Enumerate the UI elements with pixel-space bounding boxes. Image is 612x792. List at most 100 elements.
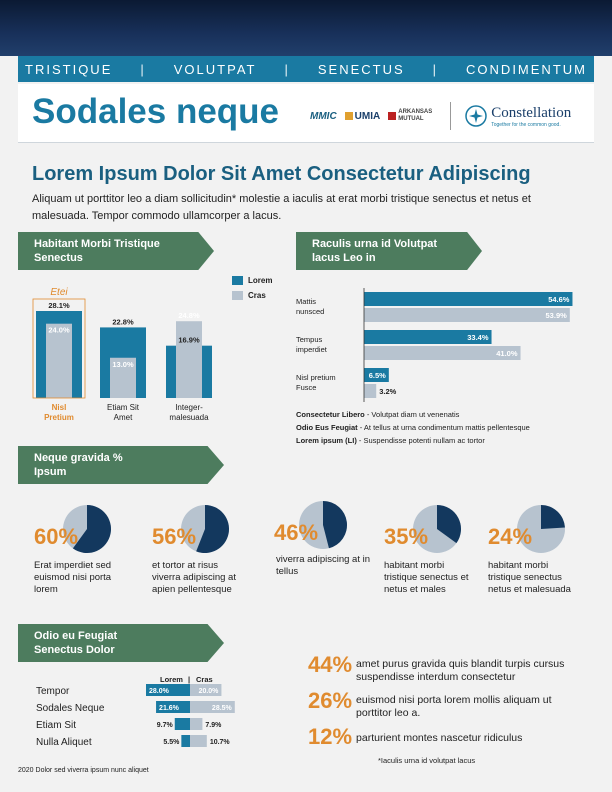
hbar-cras <box>364 308 570 322</box>
stat-text: amet purus gravida quis blandit turpis c… <box>356 658 565 683</box>
stat-item: 44% amet purus gravida quis blandit turp… <box>308 652 588 684</box>
stat-item: 26% euismod nisi porta lorem mollis aliq… <box>308 688 588 720</box>
pie-chart <box>299 501 347 549</box>
diverging-bar-chart: 28.0% 20.0% Tempor 21.6% 28.5% Sodales Neque 9… <box>36 684 235 748</box>
dbar-label-cras: 7.9% <box>205 722 222 729</box>
legend-swatch-lorem <box>232 276 243 285</box>
dbar-cras <box>190 718 203 730</box>
pie-slice <box>437 505 461 544</box>
legend-swatch-cras <box>232 291 243 300</box>
header-banner <box>0 0 612 56</box>
pie-percent: 56% <box>152 524 197 549</box>
dbar-label-lorem: 5.5% <box>163 739 180 746</box>
pie-slice <box>196 505 229 553</box>
nav-separator: | <box>432 61 439 77</box>
nav-item-1[interactable]: TRISTIQUE <box>25 61 113 77</box>
hbar-label-lorem: 6.5% <box>369 371 386 380</box>
hbar-label-cras: 53.9% <box>546 311 568 320</box>
page-footer: 2020 Dolor sed viverra ipsum nunc alique… <box>18 767 149 774</box>
pie-percent: 46% <box>274 520 319 545</box>
arkansas-mark-icon <box>388 112 397 120</box>
section2-ribbon: Raculis urna id Volutpat lacus Leo in <box>296 232 482 270</box>
stat-item: 12% parturient montes nascetur ridiculus <box>308 724 588 750</box>
constellation-star-icon <box>465 105 487 127</box>
mmic-logo: MMIC <box>310 110 337 122</box>
hbar-label-lorem: 33.4% <box>467 333 489 342</box>
pie-description: habitant morbi tristique senectus netus … <box>488 560 571 595</box>
stat-number: 12% <box>308 724 353 749</box>
dbar-label-cras: 28.5% <box>212 705 233 712</box>
bar-label-lorem: 16.9% <box>178 336 200 345</box>
hbar-cras <box>364 346 521 360</box>
section1-ribbon: Habitant Morbi Tristique Senectus <box>18 232 214 270</box>
top-nav: TRISTIQUE | VOLUTPAT | SENECTUS | CONDIM… <box>18 56 594 82</box>
dbar-label-lorem: 9.7% <box>157 722 174 729</box>
category-label: Integer- <box>175 403 203 412</box>
nav-item-4[interactable]: CONDIMENTUM <box>466 61 587 77</box>
hbar-category: Nisl pretium <box>296 373 336 382</box>
bar-label-cras: 24.8% <box>178 311 200 320</box>
category-label: Amet <box>114 413 133 422</box>
pie-description: habitant morbi tristique senectus et net… <box>384 560 469 595</box>
section3-ribbon: Neque gravida % Ipsum <box>18 446 224 484</box>
dbar-cras <box>190 701 235 713</box>
legend-label: Cras <box>248 291 266 300</box>
pie-chart <box>413 505 461 553</box>
bar-label-lorem: 28.1% <box>48 301 70 310</box>
page-title: Sodales neque <box>32 92 280 131</box>
dbar-label-cras: 10.7% <box>210 739 231 746</box>
headline: Lorem Ipsum Dolor Sit Amet Consectetur A… <box>32 163 531 185</box>
pie-percent: 35% <box>384 524 429 549</box>
dbar-label-lorem: 21.6% <box>159 705 180 712</box>
pie-description: viverra adipiscing at in tellus <box>276 554 370 577</box>
dbar-category: Tempor <box>36 686 70 697</box>
hbar-label-cras: 41.0% <box>496 349 518 358</box>
pie-slice <box>72 505 111 553</box>
hbar-cras <box>364 384 377 398</box>
nav-item-2[interactable]: VOLUTPAT <box>173 61 257 77</box>
partner-logos: MMIC UMIA ARKANSAS MUTUAL Constellation … <box>310 96 580 136</box>
legend: Lorem Cras <box>232 276 272 300</box>
brand-row <box>18 84 594 143</box>
pie-description: Erat imperdiet sed euismod nisi porta lo… <box>34 560 112 595</box>
bar-cras <box>46 323 72 398</box>
umia-logo: UMIA <box>344 111 380 122</box>
hbar-category: Fusce <box>296 383 316 392</box>
pie-percent: 60% <box>34 524 79 549</box>
hbar-lorem <box>364 330 492 344</box>
hbar-label-lorem: 54.6% <box>548 295 570 304</box>
dbar-label-lorem: 28.0% <box>149 688 170 695</box>
hbar-category: Tempus <box>296 335 323 344</box>
constellation-logo: Constellation Together for the common go… <box>465 105 571 128</box>
note-1: Consectetur Libero - Volutpat diam ut ve… <box>296 410 460 419</box>
dbar-label-cras: 20.0% <box>199 688 220 695</box>
section4-ribbon: Odio eu Feugiat Senectus Dolor <box>18 624 224 662</box>
category-label: malesuada <box>169 413 209 422</box>
logo-divider <box>450 102 452 130</box>
hbar-lorem <box>364 368 389 382</box>
dbar-lorem <box>146 684 190 696</box>
bar-label-cras: 24.0% <box>48 326 70 335</box>
stat-number: 26% <box>308 688 353 713</box>
category-label: Etiam Sit <box>107 403 140 412</box>
note-3: Lorem ipsum (LI) - Suspendisse potenti n… <box>296 436 485 445</box>
legend-label: Lorem <box>248 276 273 285</box>
chart-notes: Consectetur Libero - Volutpat diam ut ve… <box>296 408 530 447</box>
stats-list: 44% amet purus gravida quis blandit turp… <box>308 652 588 750</box>
pie-chart <box>181 505 229 553</box>
dbar-category: Sodales Neque <box>36 703 105 714</box>
pie-chart <box>517 505 565 553</box>
arkansas-logo: ARKANSAS MUTUAL <box>388 109 436 123</box>
dbar-lorem <box>156 701 190 713</box>
nav-item-3[interactable]: SENECTUS <box>317 61 405 77</box>
callout-label: Etei <box>50 287 68 298</box>
hbar-category: Mattis <box>296 297 316 306</box>
hbar-label-cras: 3.2% <box>379 387 396 396</box>
bar-cras <box>110 357 136 398</box>
dbar-category: Etiam Sit <box>36 720 76 731</box>
bar-cras <box>176 321 202 398</box>
dbar-category: Nulla Aliquet <box>36 737 92 748</box>
